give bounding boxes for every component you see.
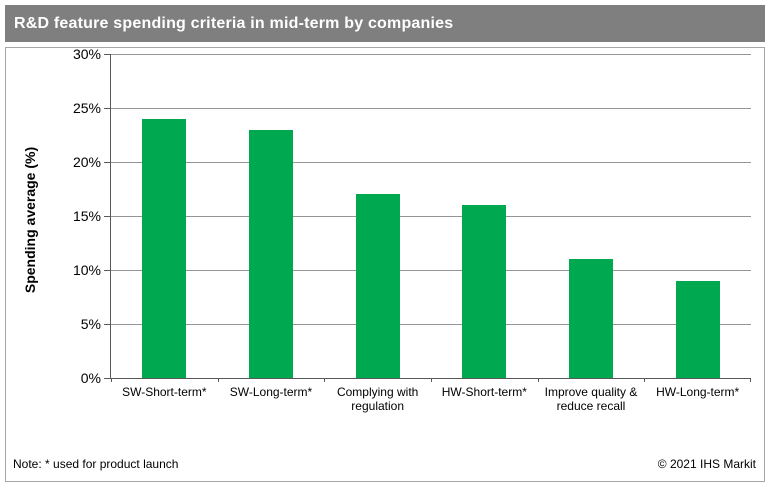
y-axis-tick-label: 30% [72, 46, 101, 62]
x-axis-tick [324, 378, 326, 382]
gridline [111, 270, 751, 271]
x-axis-category-label: SW-Long-term* [229, 385, 313, 399]
x-axis-category-label: SW-Short-term* [122, 385, 207, 399]
x-axis-tick [111, 378, 112, 382]
y-axis-tick [104, 216, 110, 217]
y-axis-tick-label: 20% [72, 154, 101, 170]
gridline [111, 324, 751, 325]
y-axis-tick-label: 0% [80, 370, 101, 386]
x-axis-tick [644, 378, 646, 382]
x-axis-tick [431, 378, 432, 382]
y-axis-tick [104, 54, 110, 55]
bar [142, 118, 187, 378]
gridline [111, 162, 751, 163]
y-axis-tick-label: 5% [80, 316, 101, 332]
x-axis-category-label: Improve quality & reduce recall [544, 385, 638, 414]
y-axis-tick [104, 162, 110, 163]
gridline [111, 216, 751, 217]
y-axis-tick [104, 324, 110, 325]
chart-title: R&D feature spending criteria in mid-ter… [14, 14, 454, 32]
bar [249, 129, 293, 378]
x-axis-tick [217, 378, 219, 382]
gridline [111, 54, 751, 55]
y-axis-title: Spending average (%) [22, 146, 38, 294]
y-axis-tick [104, 270, 110, 271]
y-axis-tick [104, 378, 110, 379]
gridline [111, 108, 751, 109]
x-axis-tick [537, 378, 539, 382]
footnote: Note: * used for product launch [13, 457, 179, 471]
chart-title-bar: R&D feature spending criteria in mid-ter… [5, 5, 765, 42]
y-axis-tick-label: 10% [72, 262, 101, 278]
x-axis-category-label: HW-Short-term* [441, 385, 527, 399]
bar [462, 205, 507, 378]
y-axis-tick [104, 108, 110, 109]
bar [355, 194, 400, 378]
y-axis-tick-label: 15% [72, 208, 101, 224]
bar [569, 259, 613, 378]
y-axis-tick-label: 25% [72, 100, 101, 116]
plot-area: 0% 5% 10% 15% 20% 25% 30% SW-Short-term* SW-Long… [73, 46, 751, 413]
x-axis-tick [750, 378, 751, 382]
bar [675, 280, 720, 378]
chart-frame: Spending average (%) 0% 5% 10% 15% 20% 25% 30%… [5, 46, 765, 482]
copyright: © 2021 IHS Markit [657, 457, 756, 471]
x-axis-category-label: HW-Long-term* [656, 385, 740, 399]
x-axis-category-label: Complying with regulation [336, 385, 419, 414]
